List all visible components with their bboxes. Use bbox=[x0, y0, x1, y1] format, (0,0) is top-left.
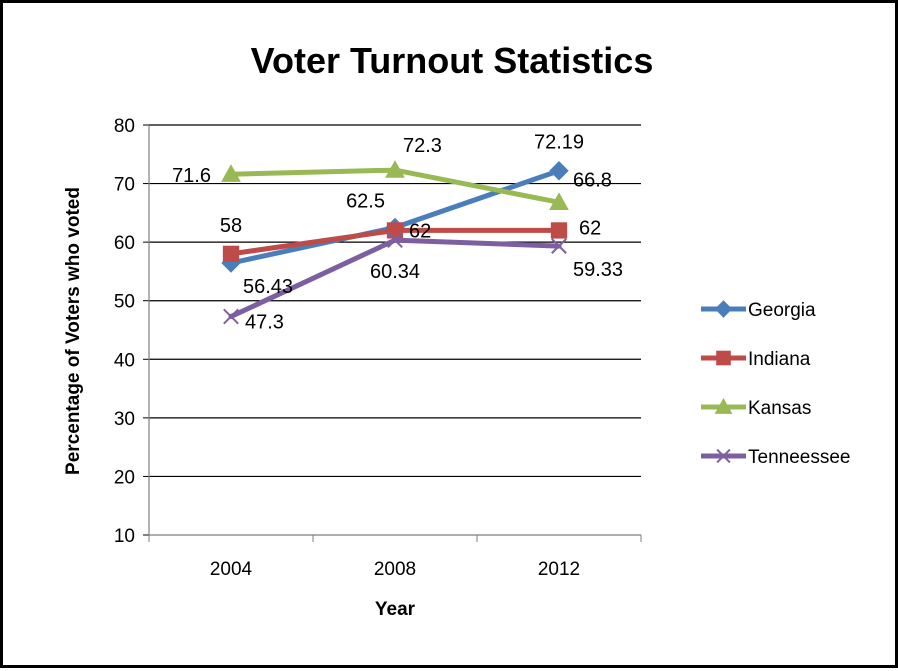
chart-title: Voter Turnout Statistics bbox=[251, 40, 654, 81]
legend-marker bbox=[716, 350, 731, 366]
data-point bbox=[549, 161, 569, 181]
data-point bbox=[222, 245, 240, 263]
data-label: 72.19 bbox=[534, 132, 584, 154]
y-axis-ticks: 10 20 30 40 50 60 70 80 bbox=[114, 116, 135, 547]
series-indiana bbox=[222, 222, 568, 263]
legend-label: Kansas bbox=[748, 398, 811, 419]
x-axis-ticks: 2004 2008 2012 bbox=[210, 559, 580, 580]
x-tick-label: 2008 bbox=[374, 559, 416, 580]
series-georgia bbox=[221, 161, 569, 273]
data-label: 72.3 bbox=[403, 135, 442, 157]
y-tick-label: 30 bbox=[114, 409, 135, 430]
data-label: 62 bbox=[409, 220, 431, 242]
series-group bbox=[221, 160, 569, 325]
legend-item-kansas: Kansas bbox=[701, 397, 811, 419]
legend-item-tenneessee: Tenneessee bbox=[701, 447, 850, 468]
y-tick-label: 60 bbox=[114, 233, 135, 254]
axes bbox=[143, 124, 642, 542]
series-kansas bbox=[221, 160, 569, 211]
data-label: 62 bbox=[579, 217, 601, 239]
data-label: 56.43 bbox=[243, 276, 293, 298]
data-point bbox=[221, 164, 241, 182]
y-tick-label: 70 bbox=[114, 175, 135, 196]
data-label: 62.5 bbox=[346, 191, 385, 213]
legend-label: Georgia bbox=[748, 300, 816, 321]
y-tick-label: 50 bbox=[114, 292, 135, 313]
x-axis-title: Year bbox=[375, 599, 416, 620]
data-label: 58 bbox=[220, 215, 242, 237]
data-point bbox=[387, 232, 403, 249]
legend-marker bbox=[714, 300, 733, 318]
legend-label: Indiana bbox=[748, 349, 811, 370]
series-tenneessee bbox=[223, 232, 567, 325]
data-point bbox=[549, 192, 569, 211]
data-label: 47.3 bbox=[245, 312, 284, 334]
y-tick-label: 20 bbox=[114, 467, 135, 488]
data-label: 60.34 bbox=[370, 261, 420, 283]
y-tick-label: 40 bbox=[114, 350, 135, 371]
y-axis-title: Percentage of Voters who voted bbox=[63, 187, 84, 475]
data-label: 66.8 bbox=[573, 169, 612, 191]
x-tick-label: 2012 bbox=[538, 559, 580, 580]
legend: Georgia Indiana Kansas Tenneessee bbox=[701, 300, 850, 468]
data-point bbox=[223, 308, 239, 325]
data-label: 59.33 bbox=[573, 259, 623, 281]
legend-item-indiana: Indiana bbox=[701, 349, 811, 370]
data-labels: 56.43 62.5 72.19 58 62 62 71.6 72.3 66.8 47.3 60.3… bbox=[172, 132, 623, 334]
y-tick-label: 10 bbox=[114, 526, 135, 547]
data-point bbox=[385, 160, 405, 178]
legend-label: Tenneessee bbox=[748, 447, 850, 468]
y-tick-label: 80 bbox=[114, 116, 135, 137]
legend-marker bbox=[714, 397, 733, 414]
data-label: 71.6 bbox=[172, 165, 211, 187]
x-tick-label: 2004 bbox=[210, 559, 253, 580]
legend-item-georgia: Georgia bbox=[701, 300, 816, 321]
line-chart: Voter Turnout Statistics 10 20 30 40 50 60 70 8… bbox=[63, 40, 850, 620]
data-point bbox=[550, 222, 568, 239]
legend-marker bbox=[716, 448, 731, 464]
data-point bbox=[551, 238, 567, 254]
